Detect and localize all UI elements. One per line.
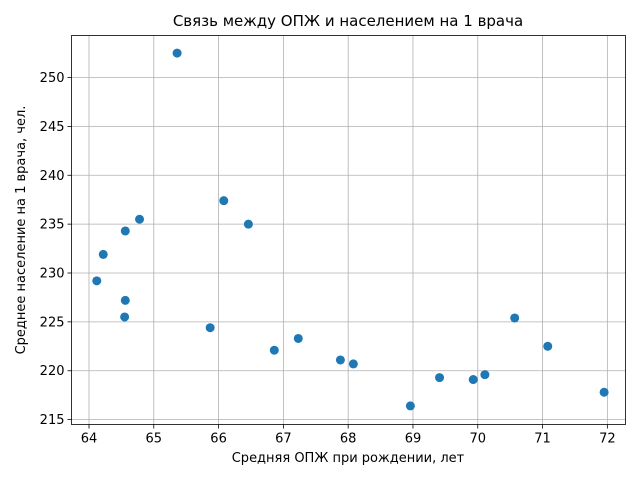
data-point [335, 355, 345, 365]
y-tick-label: 250 [40, 71, 65, 86]
y-tick-label: 245 [40, 120, 65, 135]
x-tick-label: 65 [146, 432, 163, 447]
data-point [348, 359, 358, 369]
data-point [405, 401, 415, 411]
y-axis-ticks: 215 220 225 230 235 240 245 250 [40, 71, 72, 428]
x-tick-label: 71 [534, 432, 551, 447]
data-point [172, 48, 182, 58]
x-tick-label: 69 [405, 432, 422, 447]
y-tick-label: 220 [40, 364, 65, 379]
data-point [293, 333, 303, 343]
data-point [98, 249, 108, 259]
data-point [599, 387, 609, 397]
x-tick-label: 68 [340, 432, 357, 447]
chart-title: Связь между ОПЖ и населением на 1 врача [173, 12, 523, 30]
y-tick-label: 225 [40, 315, 65, 330]
y-tick-label: 215 [40, 413, 65, 428]
data-point [120, 295, 130, 305]
data-points [92, 48, 609, 411]
x-tick-label: 66 [210, 432, 227, 447]
data-point [243, 219, 253, 229]
data-point [269, 345, 279, 355]
x-tick-label: 67 [275, 432, 292, 447]
data-point [120, 226, 130, 236]
grid [71, 35, 626, 425]
y-tick-label: 240 [40, 169, 65, 184]
data-point [120, 312, 130, 322]
x-tick-label: 70 [469, 432, 486, 447]
data-point [435, 373, 445, 383]
y-tick-label: 235 [40, 218, 65, 233]
data-point [468, 375, 478, 385]
data-point [92, 276, 102, 286]
x-tick-label: 64 [81, 432, 98, 447]
x-axis-ticks: 64 65 66 67 68 69 70 71 72 [81, 424, 616, 447]
data-point [135, 214, 145, 224]
x-tick-label: 72 [599, 432, 616, 447]
data-point [480, 370, 490, 380]
data-point [219, 196, 229, 206]
data-point [543, 341, 553, 351]
y-axis-label: Среднее население на 1 врача, чел. [14, 106, 29, 355]
data-point [205, 323, 215, 333]
x-axis-label: Средняя ОПЖ при рождении, лет [232, 451, 465, 466]
y-tick-label: 230 [40, 267, 65, 282]
data-point [510, 313, 520, 323]
